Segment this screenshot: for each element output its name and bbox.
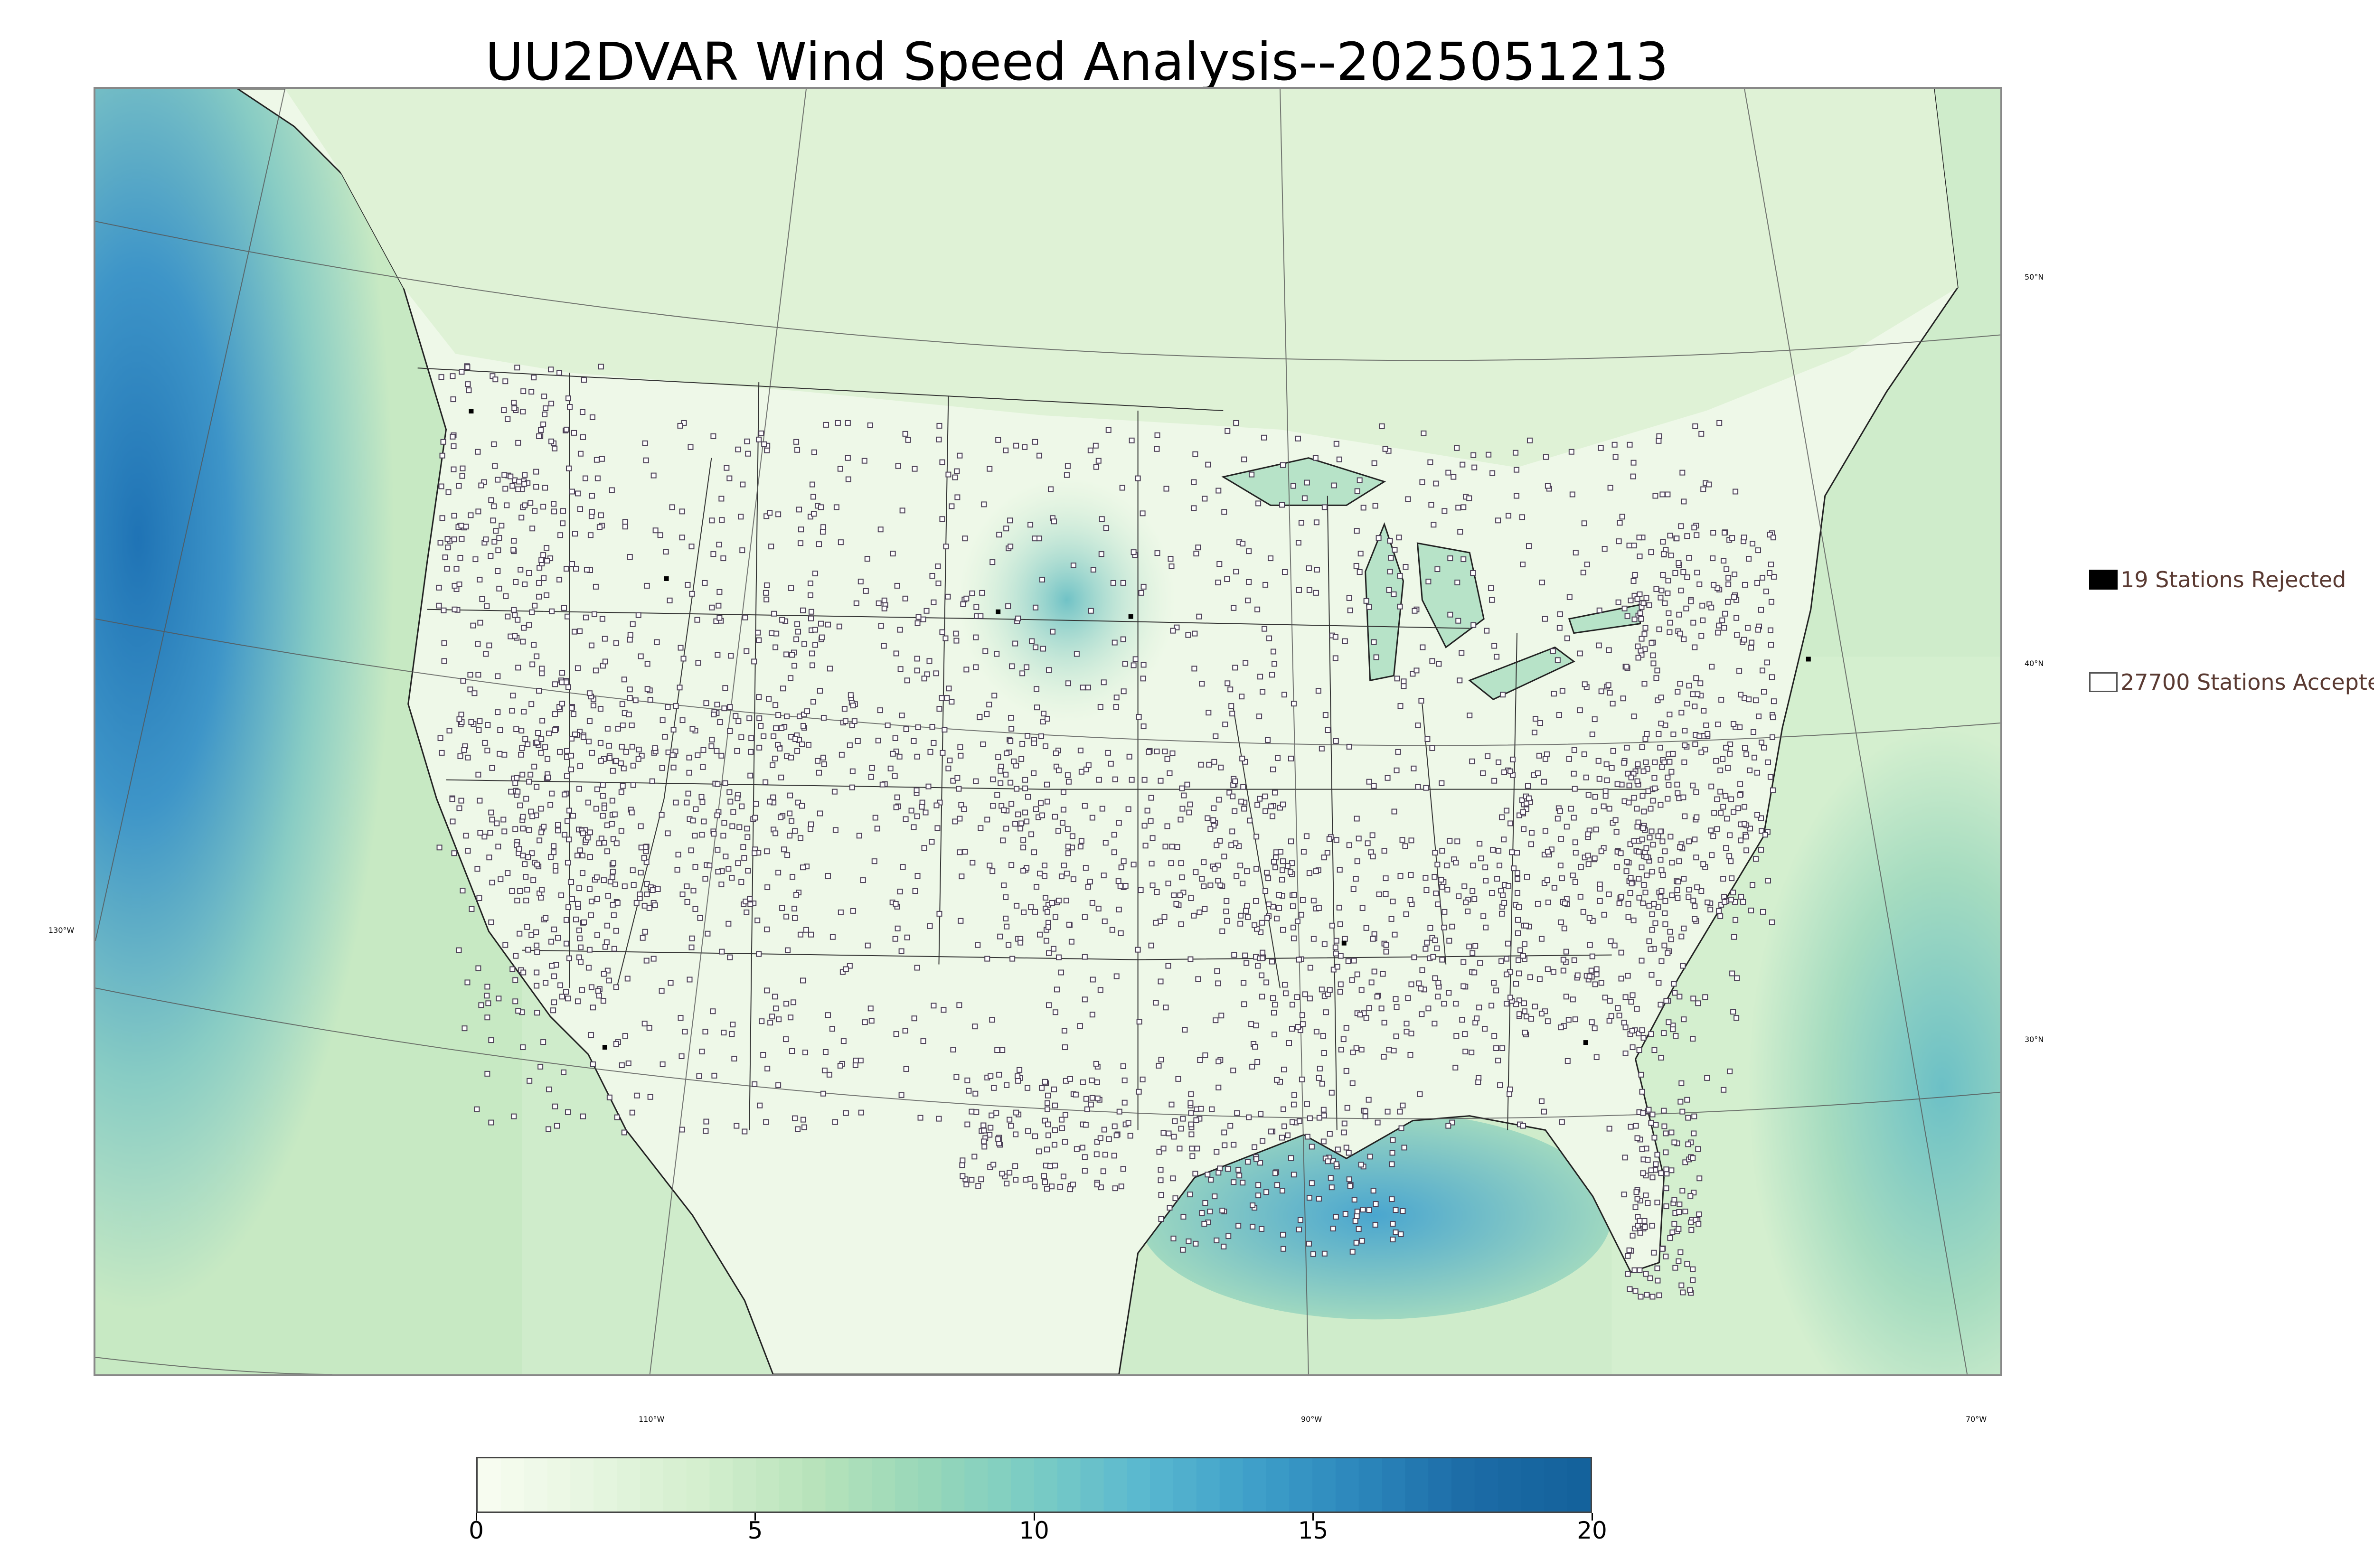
lat-label-40n: 40°N [2025, 659, 2044, 668]
colorbar-segment [1428, 1458, 1452, 1512]
colorbar-segment [1405, 1458, 1429, 1512]
colorbar-segment [1567, 1458, 1591, 1512]
lat-label-30n: 30°N [2025, 1035, 2044, 1044]
colorbar-segment [872, 1458, 896, 1512]
colorbar-segment [1474, 1458, 1498, 1512]
rejected-swatch-icon [2089, 570, 2118, 590]
colorbar-segment [663, 1458, 687, 1512]
colorbar-segment [848, 1458, 873, 1512]
colorbar-segment [779, 1458, 803, 1512]
legend-rejected: 19 Stations Rejected [2089, 567, 2346, 592]
colorbar-segment [617, 1458, 641, 1512]
colorbar-segment [594, 1458, 618, 1512]
colorbar-segment [500, 1458, 525, 1512]
colorbar-segment [988, 1458, 1012, 1512]
colorbar-segment [1127, 1458, 1151, 1512]
legend-accepted: 27700 Stations Accepted [2089, 669, 2374, 695]
colorbar-gradient [478, 1458, 1591, 1512]
canada-region [285, 89, 1958, 468]
colorbar-segment [1358, 1458, 1383, 1512]
colorbar-tick-label: 5 [747, 1517, 763, 1544]
colorbar-segment [1382, 1458, 1406, 1512]
colorbar-segment [1498, 1458, 1522, 1512]
accepted-swatch-icon [2089, 672, 2118, 692]
colorbar-segment [1080, 1458, 1104, 1512]
lake-ontario [1568, 603, 1641, 634]
colorbar-segment [1312, 1458, 1336, 1512]
colorbar-tick-label: 10 [1019, 1517, 1049, 1544]
state-borders [417, 367, 1659, 1130]
colorbar-segment [1266, 1458, 1290, 1512]
colorbar-segment [1011, 1458, 1035, 1512]
colorbar-segment [686, 1458, 710, 1512]
legend-rejected-label: 19 Stations Rejected [2120, 567, 2346, 592]
colorbar-segment [918, 1458, 942, 1512]
lon-label-70w: 70°W [1966, 1415, 1987, 1424]
colorbar-segment [1451, 1458, 1475, 1512]
lake-superior [1221, 457, 1386, 506]
wind-speed-map[interactable] [95, 89, 2000, 1374]
colorbar-segment [756, 1458, 780, 1512]
lon-label-110w: 110°W [639, 1415, 665, 1424]
colorbar-tick-label: 20 [1577, 1517, 1607, 1544]
lat-label-50n: 50°N [2025, 272, 2044, 282]
lon-label-130w: 130°W [48, 926, 75, 935]
colorbar-segment [1196, 1458, 1220, 1512]
colorbar-segment [1034, 1458, 1058, 1512]
colorbar-segment [1243, 1458, 1267, 1512]
colorbar-tick [1591, 1513, 1593, 1521]
colorbar-segment [524, 1458, 548, 1512]
colorbar-segment [1219, 1458, 1244, 1512]
colorbar-segment [964, 1458, 989, 1512]
colorbar-segment [570, 1458, 594, 1512]
colorbar-segment [547, 1458, 571, 1512]
colorbar-segment [1173, 1458, 1197, 1512]
colorbar-tick [1033, 1513, 1035, 1521]
colorbar-tick [475, 1513, 477, 1521]
colorbar-segment [1544, 1458, 1568, 1512]
station-markers [436, 363, 1777, 1300]
colorbar-segment [1289, 1458, 1313, 1512]
colorbar-tick [754, 1513, 756, 1521]
colorbar-segment [802, 1458, 826, 1512]
colorbar-segment [1335, 1458, 1359, 1512]
lake-erie [1468, 646, 1575, 700]
gulf-wind-field [1138, 1111, 1612, 1320]
colorbar-segment [1521, 1458, 1545, 1512]
colorbar-tick-label: 15 [1298, 1517, 1328, 1544]
colorbar-segment [1150, 1458, 1174, 1512]
legend-accepted-label: 27700 Stations Accepted [2120, 669, 2374, 695]
colorbar-segment [478, 1458, 501, 1512]
colorbar-segment [709, 1458, 734, 1512]
colorbar-tick-label: 0 [469, 1517, 484, 1544]
rejected-station-markers [469, 409, 1811, 1050]
page-title: UU2DVAR Wind Speed Analysis--2025051213 [485, 31, 1669, 92]
map-panel[interactable] [94, 87, 2002, 1376]
colorbar-segment [895, 1458, 919, 1512]
lon-label-90w: 90°W [1301, 1415, 1322, 1424]
plains-wind-maximum [958, 477, 1176, 723]
colorbar-segment [1103, 1458, 1128, 1512]
colorbar [476, 1457, 1592, 1513]
colorbar-segment [1057, 1458, 1081, 1512]
colorbar-segment [733, 1458, 756, 1512]
colorbar-segment [941, 1458, 965, 1512]
colorbar-tick [1312, 1513, 1314, 1521]
lake-huron [1416, 542, 1485, 648]
colorbar-segment [825, 1458, 849, 1512]
colorbar-segment [640, 1458, 664, 1512]
